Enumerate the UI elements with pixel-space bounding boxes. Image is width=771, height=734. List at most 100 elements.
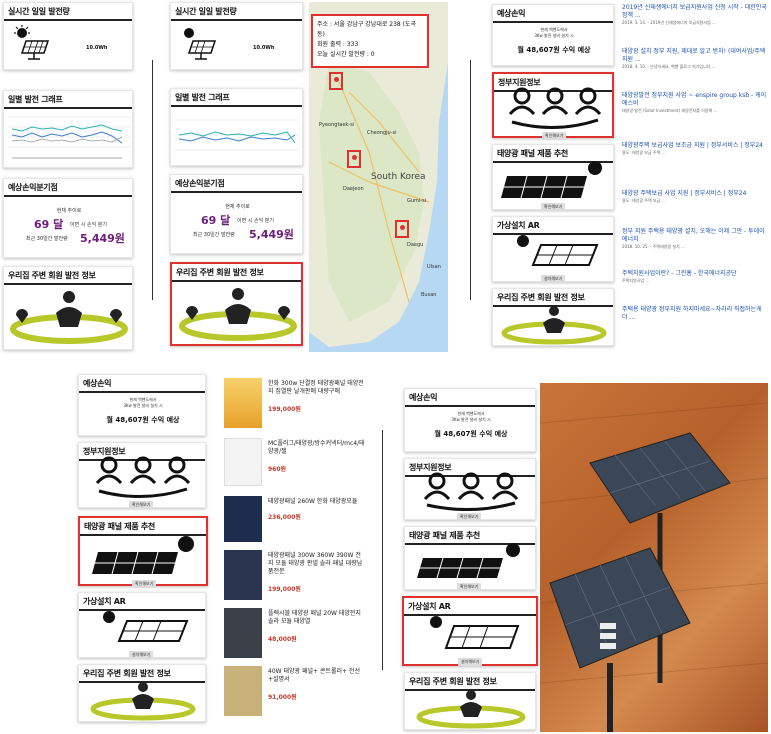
solar-panel-icon — [517, 235, 599, 266]
solar-panel-sun-icon — [92, 536, 194, 575]
hands-people-icon — [423, 472, 519, 511]
nearby-card-2[interactable]: 우리집 주변 회원 발전 정보 — [170, 262, 303, 346]
panel-title-5: 태양광 패널 제품 추천 — [405, 527, 535, 545]
gov-check-button-4[interactable]: 확인해보기 — [129, 501, 154, 509]
ar-install-button-4[interactable]: 설치해보기 — [129, 651, 154, 659]
popup-members: 회원 출력 : 333 — [317, 41, 359, 48]
product-title[interactable]: 플렉시블 태양광 패널 20W 태양전지 솔라 모듈 태양열 — [268, 610, 361, 625]
realtime-value: 10.0Wh — [86, 45, 108, 51]
ar-install-button-3[interactable]: 설치해보기 — [541, 275, 566, 283]
product-item[interactable]: 플렉시블 태양광 패널 20W 태양전지 솔라 모듈 태양열 48,000원 — [222, 606, 368, 664]
hands-people-icon — [508, 87, 602, 129]
nearby-card[interactable]: 우리집 주변 회원 발전 정보 — [3, 266, 133, 350]
news-list: 2019년 신재생에너지 보급지원사업 신청 시작 - 대한민국 정책 ... … — [622, 4, 768, 350]
profit-card-3: 예상손익 현재 백핸도에서 3Kw 발전 설비 설치 시 월 48,607원 수… — [492, 4, 614, 66]
korea-map — [309, 2, 448, 347]
product-thumb — [224, 496, 262, 542]
panel-title-3: 태양광 패널 제품 추천 — [493, 145, 613, 163]
people-location-icon — [10, 291, 128, 344]
gov-check-button-5[interactable]: 확인해보기 — [457, 513, 482, 521]
solar-panel-sun-icon — [417, 543, 520, 579]
news-desc: 주택지원사업 ... — [622, 278, 650, 283]
map-city-ulsan: Ulsan — [427, 264, 441, 270]
breakeven-card-2: 예상손익분기점 현재 추이로 69 달 이면 시 손익 분기 최근 30일간 발… — [170, 174, 303, 254]
ar-card-3[interactable]: 가상설치 AR 설치해보기 — [492, 216, 614, 283]
panel-check-button-4[interactable]: 확인해보기 — [132, 580, 157, 588]
product-title[interactable]: 한화 300w 단결정 태양광패널 태양전지 집열판 날개판매 대량구매 — [268, 380, 364, 395]
panel-card-5[interactable]: 태양광 패널 제품 추천 확인해보기 — [404, 526, 536, 591]
profit-line2-3: 3Kw 발전 설비 설치 시 — [534, 33, 574, 38]
map-marker-2[interactable] — [347, 150, 361, 168]
people-location-icon — [416, 690, 526, 729]
product-title[interactable]: MC플러그/태양광/방수커넥터/mc4/태양광/젤 — [268, 440, 365, 455]
news-title[interactable]: 태양광 설치 정부 지원, 제대로 알고 받자! (대여사업/주택 지원 ... — [622, 48, 766, 63]
news-item[interactable]: 정부 지원 주택용 태양광 설치, 오해는 이제 그만 - 투데이에너지 201… — [622, 228, 768, 270]
solar-panel-icon — [103, 611, 189, 642]
panel-check-button-3[interactable]: 확인해보기 — [541, 203, 566, 211]
gov-card-5[interactable]: 정부지원정보 확인해보기 — [404, 458, 536, 521]
product-item[interactable]: 태양광패널 300W 360W 390W 전지 모듈 태양광 판넬 솔라 패널 … — [222, 548, 368, 606]
product-item[interactable]: 40W 태양광 패널+ 콘트롤러+ 전선+설명서 91,000원 — [222, 664, 368, 722]
gov-check-button-3[interactable]: 확인해보기 — [542, 132, 567, 140]
news-title[interactable]: 태양광발전 정부지원 사업 ~ enspire group ksb - 케이에스… — [622, 92, 767, 107]
gov-card-4[interactable]: 정부지원정보 확인해보기 — [78, 442, 206, 509]
panel-card-4[interactable]: 태양광 패널 제품 추천 확인해보기 — [78, 516, 208, 588]
ar-card-5[interactable]: 가상설치 AR 설치해보기 — [402, 596, 538, 666]
map-city-busan: Busan — [421, 292, 437, 298]
news-item[interactable]: 태양광발전 정부지원 사업 ~ enspire group ksb - 케이에스… — [622, 92, 768, 142]
panel-check-button-5[interactable]: 확인해보기 — [457, 583, 482, 591]
ar-install-button-5[interactable]: 설치해보기 — [458, 658, 483, 666]
news-item[interactable]: 주택용 태양광 정부지원 하지마세요~자라리 직접하는게 더 ... — [622, 306, 768, 336]
nearby-card-5[interactable]: 우리집 주변 회원 발전 정보 — [404, 672, 536, 730]
people-location-icon — [179, 288, 297, 341]
nearby-card-4[interactable]: 우리집 주변 회원 발전 정보 — [78, 664, 206, 722]
news-title[interactable]: 주택지원사업이란? - 그린홈 - 한국에너지공단 — [622, 270, 737, 277]
product-item[interactable]: MC플러그/태양광/방수커넥터/mc4/태양광/젤 960원 — [222, 436, 368, 494]
product-title[interactable]: 태양광패널 260W 한화 태양광모듈 — [268, 498, 358, 505]
news-item[interactable]: 태양광주택 보급사업 보조금 지원 | 정부서비스 | 정부24 용도: 태양광… — [622, 142, 768, 190]
realtime-title-2: 실시간 일일 발전량 — [171, 3, 302, 21]
news-item[interactable]: 태양광 설치 정부 지원, 제대로 알고 받자! (대여사업/주택 지원 ...… — [622, 48, 768, 92]
news-desc: 2018. 10. 25. - 주택태양광 설치 ... — [622, 244, 685, 249]
news-title[interactable]: 주택용 태양광 정부지원 하지마세요~자라리 직접하는게 더 ... — [622, 306, 762, 321]
news-item[interactable]: 주택지원사업이란? - 그린홈 - 한국에너지공단 주택지원사업 ... — [622, 270, 768, 306]
nearby-title-2: 우리집 주변 회원 발전 정보 — [172, 264, 301, 282]
profit-line1-3: 현재 백핸도에서 — [540, 27, 568, 32]
line-chart — [8, 116, 130, 159]
profit-title-4: 예상손익 — [79, 375, 205, 393]
product-price: 199,000원 — [268, 406, 301, 413]
news-desc: 태양광 발전 (Solar Investment) 태양전지를 이용해 ... — [622, 108, 718, 113]
popup-address: 주소 : 서울 강남구 강남대로 238 (도곡동) — [317, 21, 417, 38]
news-title[interactable]: 태양광 주택보급 사업 지원 | 정부서비스 | 정부24 — [622, 190, 747, 197]
news-title[interactable]: 2019년 신재생에너지 보급지원사업 신청 시작 - 대한민국 정책 ... — [622, 4, 767, 19]
profit-main-5: 월 48,607원 수익 예상 — [434, 430, 508, 438]
news-title[interactable]: 태양광주택 보급사업 보조금 지원 | 정부서비스 | 정부24 — [622, 142, 763, 149]
news-item[interactable]: 태양광 주택보급 사업 지원 | 정부서비스 | 정부24 용도: 태양광 주택… — [622, 190, 768, 228]
profit-main-4: 월 48,607원 수익 예상 — [106, 416, 180, 424]
news-title[interactable]: 정부 지원 주택용 태양광 설치, 오해는 이제 그만 - 투데이에너지 — [622, 228, 765, 243]
map-view[interactable]: 주소 : 서울 강남구 강남대로 238 (도곡동) 회원 출력 : 333 오… — [309, 2, 448, 352]
product-thumb — [224, 666, 262, 716]
solar-panel-sun-icon — [501, 161, 602, 199]
map-marker-3[interactable] — [395, 220, 409, 238]
nearby-title-5: 우리집 주변 회원 발전 정보 — [405, 673, 535, 691]
news-item[interactable]: 2019년 신재생에너지 보급지원사업 신청 시작 - 대한민국 정책 ... … — [622, 4, 768, 48]
map-marker-1[interactable] — [329, 72, 343, 90]
realtime-title: 실시간 일일 발전량 — [4, 3, 132, 21]
nearby-card-3[interactable]: 우리집 주변 회원 발전 정보 — [492, 288, 614, 346]
gov-card-3[interactable]: 정부지원정보 확인해보기 — [492, 72, 614, 140]
profit-card-4: 예상손익 현재 백핸도에서 3Kw 발전 설비 설치 시 월 48,607원 수… — [78, 374, 206, 436]
product-title[interactable]: 태양광패널 300W 360W 390W 전지 모듈 태양광 판넬 솔라 패널 … — [268, 552, 363, 575]
map-city-gumi: Gumi-si — [407, 198, 427, 204]
product-price: 199,000원 — [268, 586, 301, 593]
solar-panel-icon — [14, 25, 50, 60]
panel-card-3[interactable]: 태양광 패널 제품 추천 확인해보기 — [492, 144, 614, 211]
ar-card-4[interactable]: 가상설치 AR 설치해보기 — [78, 592, 206, 659]
product-thumb — [224, 608, 262, 658]
product-item[interactable]: 태양광패널 260W 한화 태양광모듈 236,000원 — [222, 494, 368, 548]
ar-camera-view[interactable] — [540, 383, 768, 732]
map-city-cheongju: Cheongju-si — [367, 130, 397, 136]
breakeven-card: 예상손익분기점 현재 추이로 69 달 이면 시 손익 분기 최근 30일간 발… — [3, 178, 133, 258]
product-item[interactable]: 한화 300w 단결정 태양광패널 태양전지 집열판 날개판매 대량구매 199… — [222, 376, 368, 436]
product-title[interactable]: 40W 태양광 패널+ 콘트롤러+ 전선+설명서 — [268, 668, 360, 683]
